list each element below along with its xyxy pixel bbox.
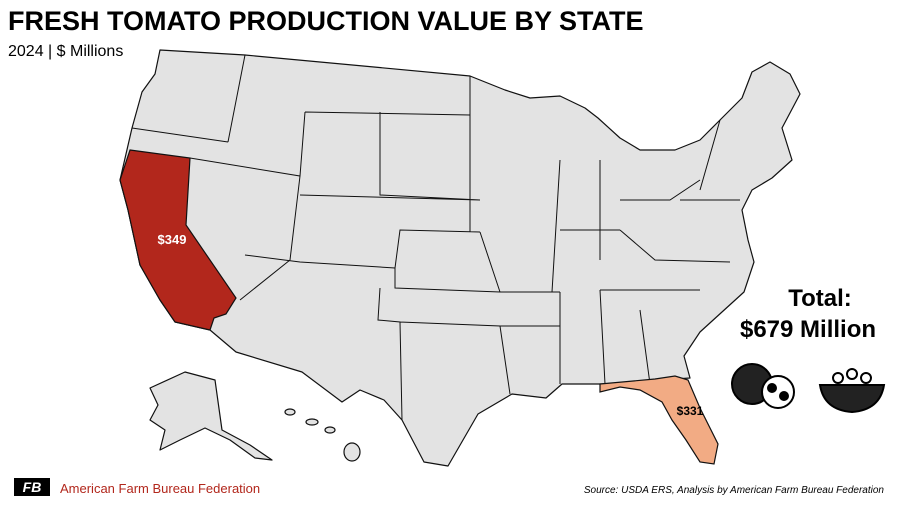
source: Source: USDA ERS, Analysis by American F…: [584, 485, 885, 496]
california: [119, 149, 237, 331]
florida: [599, 375, 719, 465]
alaska: [149, 371, 273, 461]
title: FRESH TOMATO PRODUCTION VALUE BY STATE: [8, 6, 644, 36]
salsa-icon: [818, 368, 886, 414]
hawaii: [284, 408, 361, 462]
total-heading: Total:: [788, 285, 852, 312]
total-value: $679 Million: [740, 316, 876, 343]
region-label: $349: [158, 232, 187, 247]
logo: FB: [23, 479, 42, 495]
subtitle: 2024 | $ Millions: [8, 43, 123, 60]
tomato-icon: [731, 363, 795, 409]
logo-box: [14, 478, 50, 496]
state-borders: [131, 54, 740, 421]
region-label: $331: [677, 404, 704, 418]
brand: American Farm Bureau Federation: [60, 481, 260, 496]
